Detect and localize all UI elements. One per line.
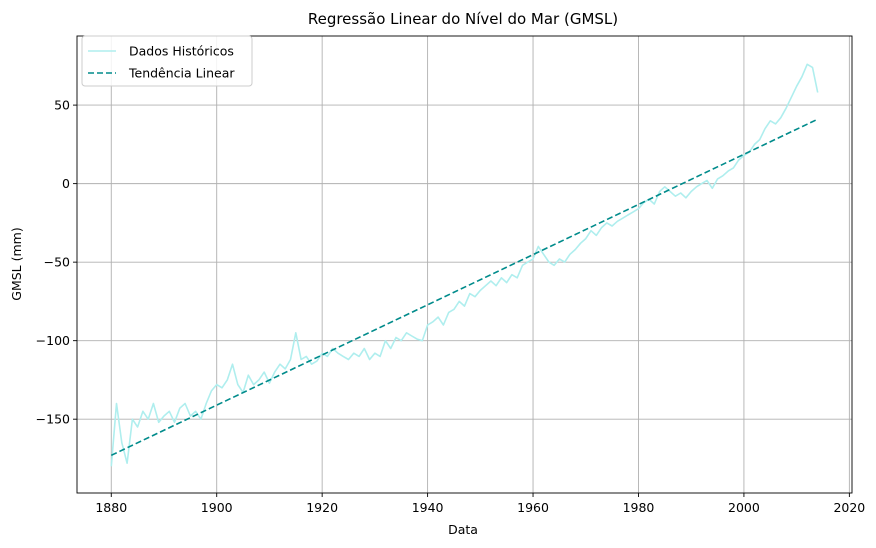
y-tick-label: −50 bbox=[44, 255, 70, 270]
y-tick-label: 50 bbox=[54, 98, 70, 113]
y-tick-label: 0 bbox=[62, 176, 70, 191]
x-tick-label: 1960 bbox=[517, 500, 549, 515]
series-line-historical bbox=[110, 63, 819, 467]
x-tick-label: 1900 bbox=[201, 500, 233, 515]
legend: Dados Históricos Tendência Linear bbox=[81, 35, 253, 87]
y-axis-ticks: −150 −100 −50 0 50 bbox=[36, 98, 77, 427]
legend-box bbox=[81, 35, 253, 87]
x-tick-label: 1940 bbox=[412, 500, 444, 515]
x-tick-label: 1920 bbox=[306, 500, 338, 515]
x-axis-ticks: 1880 1900 1920 1940 1960 1980 2000 2020 bbox=[95, 493, 865, 515]
chart-title: Regressão Linear do Nível do Mar (GMSL) bbox=[308, 10, 618, 28]
x-tick-label: 1980 bbox=[623, 500, 655, 515]
series-line-trend bbox=[110, 118, 819, 457]
x-tick-label: 2000 bbox=[728, 500, 760, 515]
y-axis-label: GMSL (mm) bbox=[9, 227, 24, 300]
x-tick-label: 1880 bbox=[95, 500, 127, 515]
x-tick-label: 2020 bbox=[833, 500, 865, 515]
y-tick-label: −100 bbox=[36, 333, 70, 348]
legend-label-trend: Tendência Linear bbox=[128, 66, 235, 81]
legend-label-historical: Dados Históricos bbox=[129, 44, 234, 59]
plot-frame bbox=[76, 35, 853, 494]
series-layer bbox=[110, 63, 819, 467]
grid bbox=[77, 36, 852, 493]
y-tick-label: −150 bbox=[36, 412, 70, 427]
x-axis-label: Data bbox=[448, 522, 478, 537]
